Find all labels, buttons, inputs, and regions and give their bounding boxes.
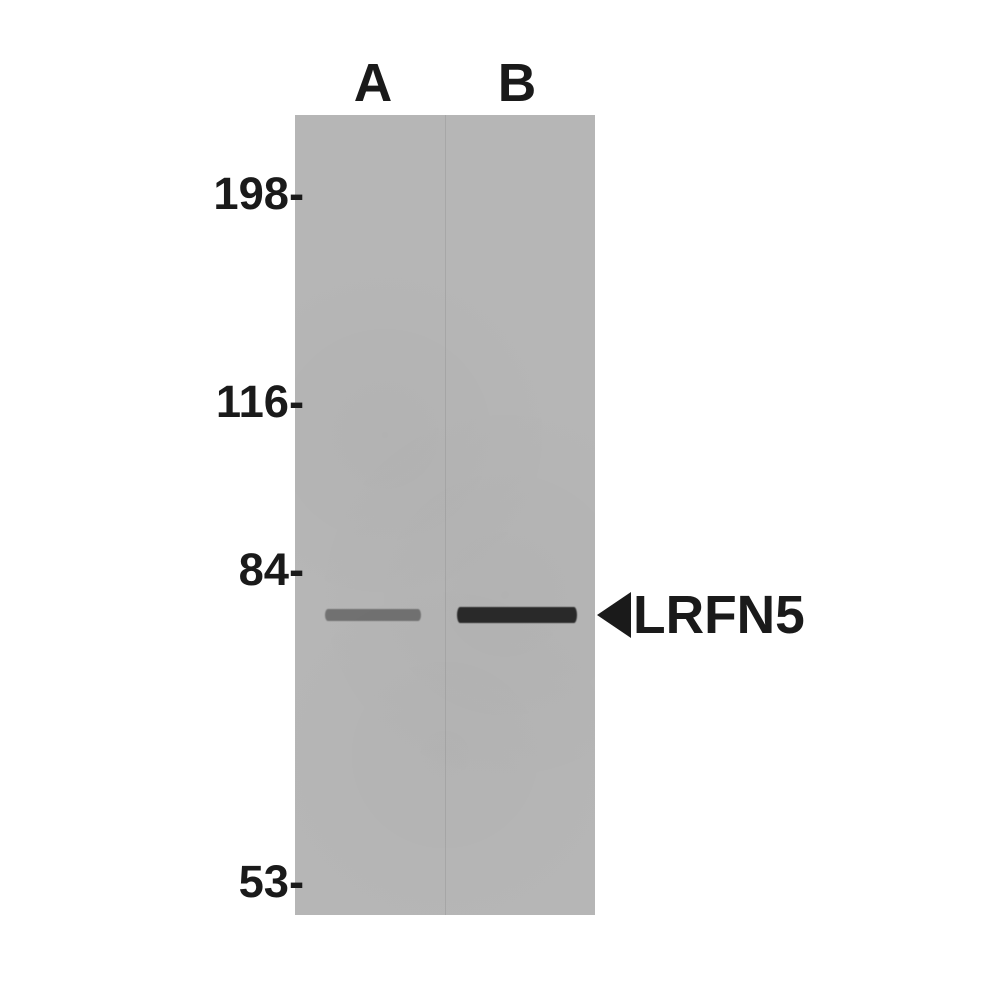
band-lane-b xyxy=(457,607,577,623)
lane-label-b: B xyxy=(477,53,557,114)
mw-marker-value: 198 xyxy=(213,168,289,219)
western-blot-figure: A B 198- 116- 84- 53- LRFN5 xyxy=(0,0,1000,1000)
mw-marker-value: 84 xyxy=(239,544,289,595)
mw-marker-2: 84- xyxy=(0,544,289,596)
mw-marker-value: 116 xyxy=(216,376,289,427)
mw-marker-dash: - xyxy=(289,168,304,220)
mw-marker-value: 53 xyxy=(239,856,289,907)
mw-marker-3: 53- xyxy=(0,856,289,908)
lane-label-a: A xyxy=(333,53,413,114)
mw-marker-0: 198- xyxy=(0,168,289,220)
blot-membrane xyxy=(295,115,595,915)
arrowhead-left-icon xyxy=(597,592,631,638)
mw-marker-dash: - xyxy=(289,544,304,596)
target-annotation: LRFN5 xyxy=(597,592,805,638)
target-label: LRFN5 xyxy=(633,585,805,646)
band-lane-a xyxy=(325,609,421,621)
mw-marker-1: 116- xyxy=(0,376,289,428)
lane-divider xyxy=(445,115,446,915)
mw-marker-dash: - xyxy=(289,376,304,428)
mw-marker-dash: - xyxy=(289,856,304,908)
